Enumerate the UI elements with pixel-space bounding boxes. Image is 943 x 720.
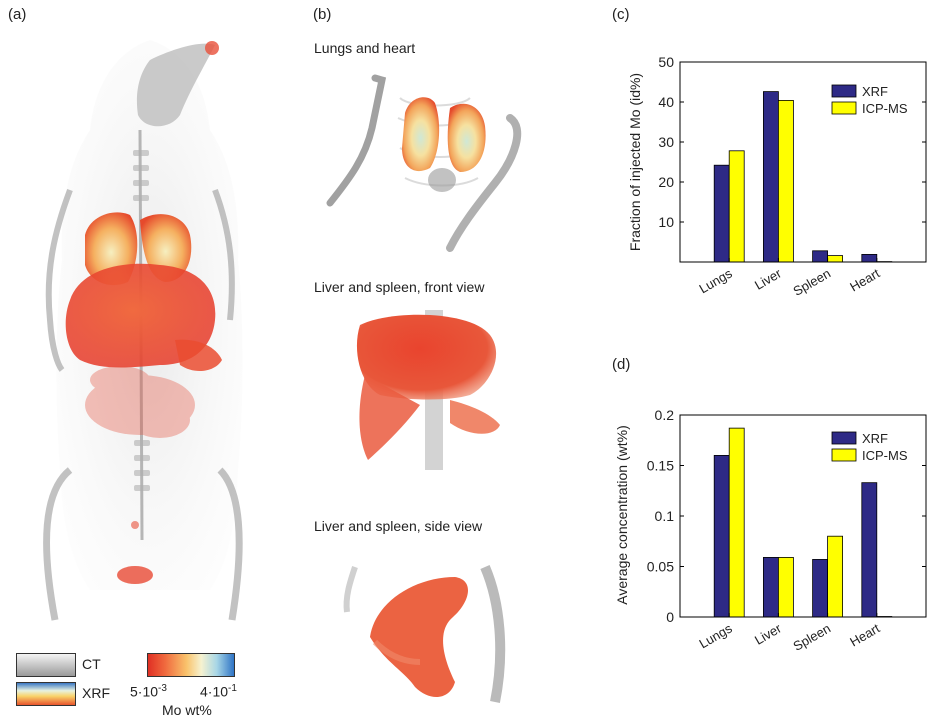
c-xtick-heart: Heart (847, 265, 882, 294)
d-xtick-lungs: Lungs (697, 620, 736, 651)
chart-d-ylabel: Average concentration (wt%) (614, 425, 630, 605)
xrf-legend-swatch (16, 682, 76, 706)
chart-d-axes (679, 414, 927, 618)
chart-c-axes (679, 61, 927, 263)
d-bar-icpms-liver (777, 557, 794, 618)
c-legend-label-1: ICP-MS (862, 101, 908, 116)
c-legend-label-0: XRF (862, 84, 888, 99)
panel-label-a: (a) (8, 6, 27, 23)
c-bar-xrf-heart (861, 253, 878, 263)
d-legend-label-0: XRF (862, 431, 888, 446)
chart-c-yticks: 10 20 30 40 50 (658, 54, 674, 230)
chart-average-concentration: 0 0.05 0.1 0.15 0.2 Lungs Liver Spleen Heart Av… (614, 407, 927, 654)
chart-d-bars (713, 427, 893, 618)
c-bar-xrf-liver (762, 91, 779, 263)
chart-d-yticks: 0 0.05 0.1 0.15 0.2 (647, 407, 674, 625)
panel-label-c: (c) (612, 6, 630, 23)
caption-lungs-heart: Lungs and heart (314, 40, 416, 56)
d-bar-icpms-lungs (728, 427, 745, 618)
c-xtick-lungs: Lungs (697, 265, 736, 296)
d-ytick-0: 0 (666, 609, 674, 625)
c-ytick-2: 30 (658, 134, 674, 150)
d-ytick-2: 0.1 (655, 508, 675, 524)
ct-legend-swatch (16, 653, 76, 677)
chart-fraction-injected: 10 20 30 40 50 Lungs Liver Spleen Heart Fractio… (627, 54, 927, 299)
d-legend-swatch-1 (831, 448, 857, 462)
c-legend-swatch-0 (831, 84, 857, 98)
lungs-heart-render (326, 74, 522, 252)
d-bar-icpms-spleen (827, 535, 844, 618)
caption-liver-front: Liver and spleen, front view (314, 279, 485, 295)
chart-c-ylabel: Fraction of injected Mo (id%) (627, 73, 643, 251)
d-bar-xrf-spleen (812, 559, 829, 618)
d-xtick-liver: Liver (752, 620, 784, 647)
c-xtick-liver: Liver (752, 265, 784, 292)
d-ytick-1: 0.05 (647, 559, 674, 575)
d-bar-xrf-lungs (713, 455, 730, 618)
mo-scale-min: 5·10-3 (130, 683, 167, 700)
caption-liver-side: Liver and spleen, side view (314, 518, 483, 534)
c-bar-icpms-liver (777, 100, 794, 263)
d-ytick-4: 0.2 (655, 407, 675, 423)
c-ytick-3: 40 (658, 94, 674, 110)
d-xtick-heart: Heart (847, 620, 882, 649)
d-bar-xrf-heart (861, 482, 878, 618)
d-legend-label-1: ICP-MS (862, 448, 908, 463)
chart-c-xticks: Lungs Liver Spleen Heart (697, 265, 883, 299)
c-plot-frame (679, 61, 927, 263)
xrf-legend-label: XRF (82, 685, 110, 701)
panel-label-b: (b) (313, 6, 332, 23)
chart-d-legend: XRF ICP-MS (831, 431, 908, 463)
c-ytick-1: 20 (658, 174, 674, 190)
liver-spleen-front-render (356, 310, 500, 470)
d-legend-swatch-0 (831, 431, 857, 445)
c-xtick-spleen: Spleen (791, 266, 834, 299)
mo-colorscale-bar (147, 653, 235, 677)
d-bar-xrf-liver (762, 557, 779, 618)
d-xtick-spleen: Spleen (791, 621, 834, 654)
chart-c-bars (713, 91, 893, 263)
c-ytick-4: 50 (658, 54, 674, 70)
panel-label-d: (d) (612, 356, 631, 373)
mouse-full-body-render (43, 40, 243, 621)
c-bar-xrf-lungs (713, 164, 730, 263)
c-ytick-0: 10 (658, 214, 674, 230)
ct-legend-label: CT (82, 656, 101, 672)
liver-spleen-side-render (343, 565, 506, 703)
c-bar-icpms-spleen (827, 255, 844, 263)
mo-scale-label: Mo wt% (162, 702, 212, 718)
c-bar-xrf-spleen (812, 250, 829, 263)
c-bar-icpms-lungs (728, 150, 745, 263)
c-legend-swatch-1 (831, 101, 857, 115)
mo-scale-max: 4·10-1 (200, 683, 237, 700)
d-ytick-3: 0.15 (647, 458, 674, 474)
chart-c-legend: XRF ICP-MS (831, 84, 908, 116)
chart-d-xticks: Lungs Liver Spleen Heart (697, 620, 883, 654)
